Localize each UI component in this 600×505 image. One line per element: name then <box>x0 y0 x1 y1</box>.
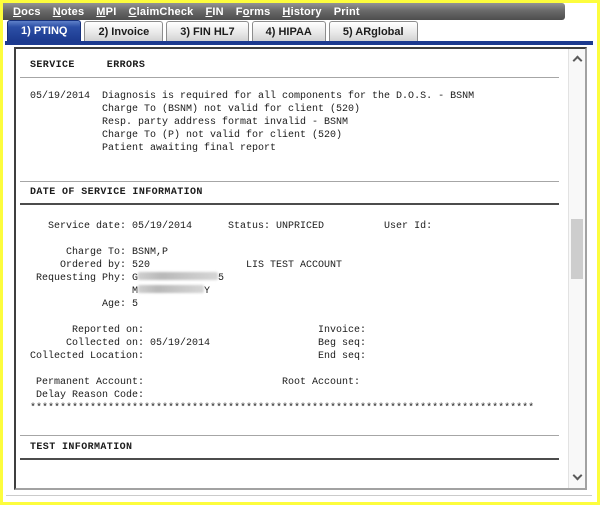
chevron-up-icon <box>572 55 582 66</box>
divider <box>20 77 559 78</box>
menu-item-history[interactable]: History <box>282 5 322 18</box>
divider <box>20 181 559 182</box>
report-panel: SERVICE ERRORS 05/19/2014 Diagnosis is r… <box>14 47 587 490</box>
service-error-lines: 05/19/2014 Diagnosis is required for all… <box>30 91 475 154</box>
report-content: SERVICE ERRORS 05/19/2014 Diagnosis is r… <box>16 49 568 488</box>
chevron-down-icon <box>572 470 582 481</box>
dos-info-lines-top: Service date: 05/19/2014 Status: UNPRICE… <box>48 221 433 271</box>
divider <box>20 203 559 205</box>
menu-item-fin[interactable]: FIN <box>205 5 224 18</box>
menu-item-docs[interactable]: Docs <box>13 5 41 18</box>
redacted-text <box>138 285 205 293</box>
vertical-scrollbar[interactable] <box>568 49 585 488</box>
tab-bar: 1) PTINQ 2) Invoice 3) FIN HL7 4) HIPAA … <box>7 20 418 41</box>
scroll-down-button[interactable] <box>569 470 585 486</box>
tab-arglobal[interactable]: 5) ARglobal <box>328 21 418 41</box>
menu-item-notes[interactable]: Notes <box>52 5 85 18</box>
redacted-text <box>138 272 219 280</box>
dos-info-lines-bottom: Age: 5 Reported on: Invoice: Collected o… <box>30 299 535 414</box>
test-information-header: TEST INFORMATION <box>30 442 133 453</box>
menu-item-claimcheck[interactable]: ClaimCheck <box>128 5 194 18</box>
divider <box>20 435 559 436</box>
tab-hipaa[interactable]: 4) HIPAA <box>251 21 326 41</box>
menu-item-print[interactable]: Print <box>333 5 360 18</box>
scrollbar-thumb[interactable] <box>571 219 583 279</box>
tab-ptinq[interactable]: 1) PTINQ <box>7 20 82 41</box>
divider <box>20 458 559 460</box>
tab-invoice[interactable]: 2) Invoice <box>84 21 164 41</box>
bottom-divider <box>6 495 592 496</box>
menu-item-mpi[interactable]: MPI <box>96 5 117 18</box>
date-of-service-header: DATE OF SERVICE INFORMATION <box>30 187 203 198</box>
scroll-up-button[interactable] <box>569 51 585 67</box>
service-errors-header: SERVICE ERRORS <box>30 60 146 71</box>
menu-bar: Docs Notes MPI ClaimCheck FIN Forms Hist… <box>3 3 565 20</box>
menu-item-forms[interactable]: Forms <box>235 5 271 18</box>
tab-underline-bar <box>5 41 593 45</box>
tab-fin-hl7[interactable]: 3) FIN HL7 <box>166 21 249 41</box>
